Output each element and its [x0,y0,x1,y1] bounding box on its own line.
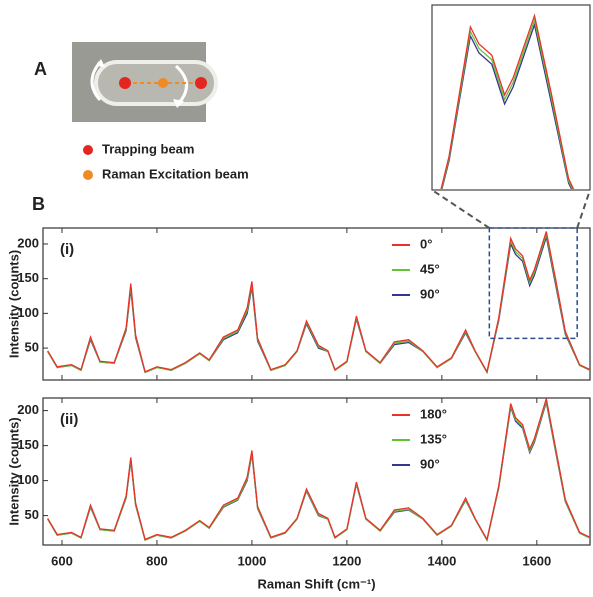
beam-dot [195,77,207,89]
cell-image [72,42,218,122]
legend-label: 45° [420,261,440,276]
series-group [47,231,590,375]
x-tick-label: 1200 [332,553,361,568]
panel-label: A [34,59,47,79]
x-tick-label: 1600 [522,553,551,568]
legend-label: Raman Excitation beam [102,166,249,181]
y-tick-label: 100 [17,305,39,320]
panel-label: (ii) [60,411,78,428]
x-tick-label: 1000 [237,553,266,568]
spectrum-line [47,398,590,542]
spectrum-line [47,231,590,374]
series-group [47,398,590,542]
legend-label: 90° [420,456,440,471]
zoom-connector [576,189,591,229]
inset [431,4,591,191]
legend-label: Trapping beam [102,141,194,156]
plot-frame [42,227,591,381]
inset-line [440,13,575,189]
panel-label: B [32,194,45,214]
legend-dot [83,145,93,155]
x-tick-label: 1400 [427,553,456,568]
y-tick-label: 50 [25,340,39,355]
legend-dot [83,170,93,180]
y-tick-label: 200 [17,402,39,417]
y-tick-label: 100 [17,472,39,487]
plot-frame [42,397,591,546]
y-tick-label: 200 [17,235,39,250]
inset-lines [440,13,575,189]
legend-label: 0° [420,236,432,251]
zoom-connector [431,189,490,229]
panel-label: (i) [60,241,74,258]
beam-dot [158,78,168,88]
x-tick-label: 600 [51,553,73,568]
y-tick-label: 50 [25,507,39,522]
x-tick-label: 800 [146,553,168,568]
inset-line [440,17,574,189]
x-axis-label: Raman Shift (cm⁻¹) [257,576,375,591]
inset-line [441,22,573,189]
y-tick-label: 150 [17,437,39,452]
y-axis-label: Intensity (counts) [6,250,21,358]
y-tick-label: 150 [17,270,39,285]
legend-label: 135° [420,431,447,446]
legend-label: 90° [420,286,440,301]
y-axis-label: Intensity (counts) [6,417,21,525]
zoom-box [488,227,578,340]
beam-dot [119,77,131,89]
legend-label: 180° [420,406,447,421]
